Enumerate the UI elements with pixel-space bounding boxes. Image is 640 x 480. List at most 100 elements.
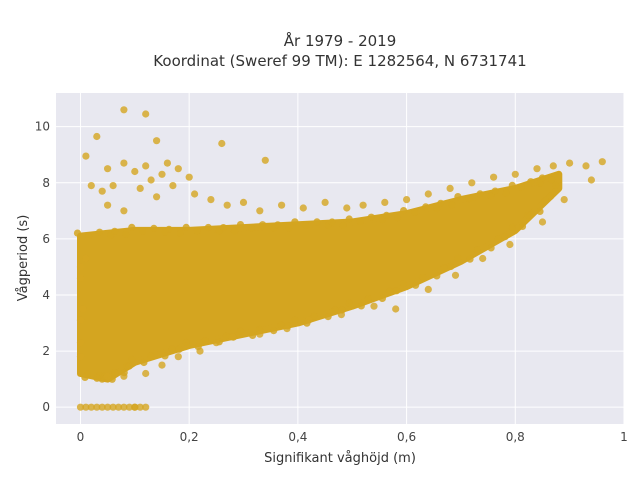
- band-edge-point: [546, 192, 555, 200]
- band-edge-point: [437, 199, 445, 207]
- scatter-point: [114, 403, 123, 411]
- band-edge-point: [345, 215, 353, 223]
- scatter-point: [169, 182, 177, 190]
- band-edge-point: [487, 192, 495, 200]
- band-edge-point: [392, 287, 401, 295]
- band-edge-point: [236, 327, 245, 335]
- band-edge-point: [140, 358, 148, 367]
- scatter-points: [76, 106, 606, 411]
- scatter-point: [587, 176, 596, 184]
- scatter-point: [337, 311, 345, 319]
- scatter-point: [229, 333, 237, 341]
- band-edge-point: [518, 222, 527, 230]
- band-edge-point: [328, 218, 336, 226]
- band-edge-point: [122, 230, 130, 238]
- scatter-point: [79, 305, 87, 313]
- scatter-point: [261, 156, 269, 164]
- band-edge-point: [476, 190, 484, 198]
- scatter-point: [104, 372, 112, 380]
- band-edge-point: [502, 189, 510, 197]
- band-edge-point: [378, 294, 386, 302]
- scatter-point: [278, 201, 286, 209]
- band-edge-point: [357, 302, 365, 310]
- scatter-point: [538, 218, 547, 226]
- scatter-point: [451, 271, 460, 279]
- band-edge-point: [538, 174, 546, 182]
- scatter-point: [98, 403, 106, 411]
- x-axis-label: Signifikant våghöjd (m): [264, 451, 416, 466]
- band-edge-point: [230, 227, 239, 235]
- band-edge-point: [139, 227, 147, 235]
- band-edge-point: [93, 374, 101, 382]
- scatter-point: [239, 198, 248, 206]
- band-edge-point: [491, 187, 499, 195]
- band-edge-point: [331, 306, 339, 314]
- scatter-point: [131, 167, 139, 176]
- x-tick-label: 0,6: [397, 430, 416, 444]
- scatter-point: [218, 139, 226, 148]
- scatter-point: [305, 316, 313, 324]
- scatter-point: [174, 353, 182, 361]
- band-edge-point: [419, 273, 427, 281]
- band-edge-point: [182, 223, 190, 231]
- band-edge-point: [552, 181, 560, 189]
- scatter-point: [142, 369, 150, 378]
- scatter-point: [424, 190, 432, 198]
- x-tick-label: 0,8: [506, 430, 525, 444]
- scatter-point: [549, 162, 557, 170]
- scatter-point: [142, 162, 150, 170]
- x-axis-ticks: 0 0,2 0,4 0,6 0,8 1: [77, 430, 628, 444]
- scatter-point: [76, 339, 85, 347]
- band-edge-point: [517, 183, 526, 191]
- band-edge-point: [175, 345, 183, 353]
- band-edge-point: [249, 331, 257, 339]
- scatter-point: [104, 403, 112, 411]
- band-edge-point: [96, 228, 104, 236]
- scatter-point: [490, 173, 498, 181]
- scatter-point: [120, 372, 128, 380]
- band-edge-point: [168, 345, 176, 353]
- y-tick-label: 6: [42, 232, 50, 246]
- band-edge-point: [248, 224, 256, 232]
- band-edge-point: [536, 207, 544, 215]
- scatter-point: [125, 403, 133, 411]
- band-edge-point: [222, 332, 230, 340]
- band-edge-point: [201, 337, 209, 345]
- scatter-point: [212, 339, 220, 347]
- y-axis-label: Vågperiod (s): [16, 215, 31, 302]
- scatter-point: [381, 198, 389, 206]
- y-tick-label: 10: [35, 120, 50, 134]
- band-edge-point: [473, 246, 481, 254]
- band-edge-point: [111, 227, 119, 235]
- scatter-point: [582, 162, 590, 170]
- scatter-point: [566, 159, 574, 167]
- scatter-point: [191, 190, 199, 198]
- scatter-point: [468, 179, 476, 187]
- scatter-point: [185, 173, 193, 181]
- scatter-point: [131, 403, 139, 411]
- band-edge-point: [411, 208, 419, 216]
- scatter-point: [120, 207, 128, 215]
- band-edge-point: [508, 181, 516, 189]
- band-edge-point: [422, 203, 430, 211]
- scatter-point: [76, 263, 85, 271]
- scatter-point: [256, 330, 264, 338]
- scatter-point: [76, 353, 85, 361]
- band-edge-point: [454, 193, 462, 201]
- band-edge-point: [84, 232, 93, 240]
- band-edge-point: [393, 214, 402, 222]
- scatter-point: [136, 403, 144, 411]
- scatter-point: [104, 201, 112, 209]
- band-edge-point: [259, 221, 267, 229]
- band-edge-point: [219, 224, 227, 232]
- scatter-point: [158, 170, 166, 178]
- band-edge-point: [123, 362, 131, 370]
- band-edge-point: [270, 327, 278, 335]
- scatter-point: [104, 165, 112, 173]
- scatter-point: [321, 198, 329, 206]
- band-edge-point: [524, 211, 532, 219]
- band-edge-point: [465, 195, 473, 203]
- scatter-point: [196, 347, 204, 355]
